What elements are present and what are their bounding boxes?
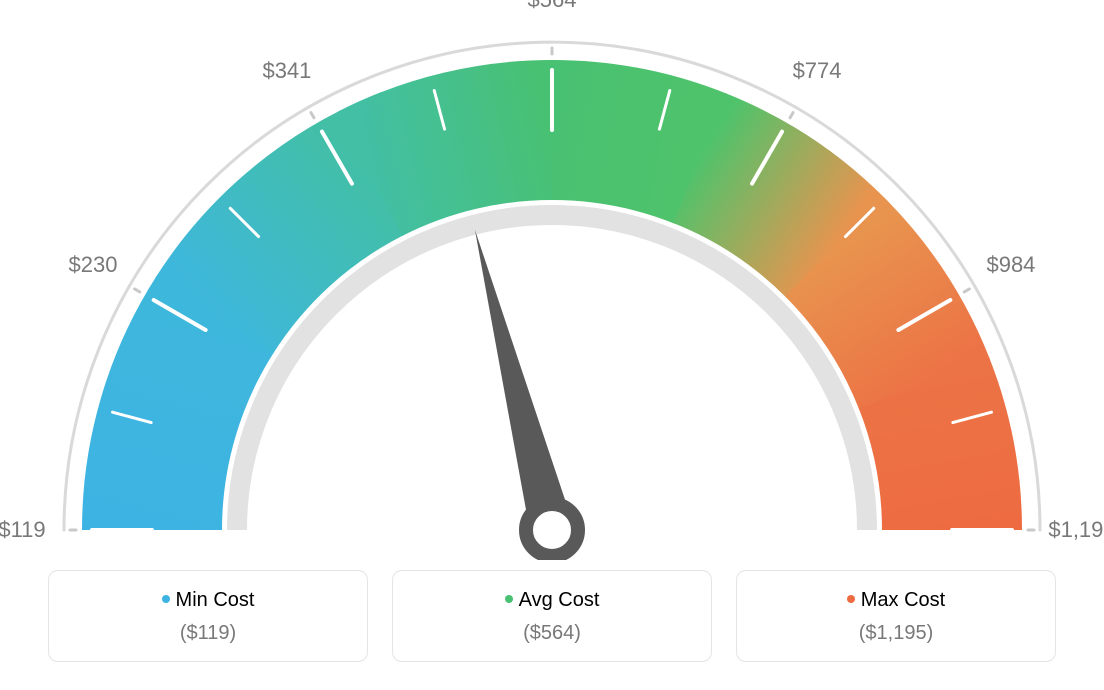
legend-title-avg: Avg Cost <box>403 589 701 612</box>
legend-title-max: Max Cost <box>747 589 1045 612</box>
legend-value-max: ($1,195) <box>747 622 1045 645</box>
legend-bullet-max <box>847 595 855 603</box>
legend-value-min: ($119) <box>59 622 357 645</box>
legend-value-avg: ($564) <box>403 622 701 645</box>
gauge-container: $119 $230 $341 $564 $774 $984 $1,195 <box>0 0 1104 560</box>
legend-bullet-avg <box>505 595 513 603</box>
legend-card-avg: Avg Cost ($564) <box>392 570 712 662</box>
gauge-tick-label: $774 <box>793 58 842 84</box>
gauge-tick-label: $984 <box>986 252 1035 278</box>
gauge-tick-label: $119 <box>0 517 46 543</box>
legend-label-avg: Avg Cost <box>519 589 600 611</box>
gauge-tick-label: $1,195 <box>1048 517 1104 543</box>
gauge-tick-label: $230 <box>69 252 118 278</box>
gauge-tick-label: $564 <box>528 0 577 13</box>
legend-label-min: Min Cost <box>176 589 255 611</box>
legend-card-min: Min Cost ($119) <box>48 570 368 662</box>
legend-label-max: Max Cost <box>861 589 945 611</box>
legend-title-min: Min Cost <box>59 589 357 612</box>
legend-bullet-min <box>162 595 170 603</box>
cost-gauge <box>0 0 1104 560</box>
legend-row: Min Cost ($119) Avg Cost ($564) Max Cost… <box>0 570 1104 662</box>
legend-card-max: Max Cost ($1,195) <box>736 570 1056 662</box>
gauge-tick-label: $341 <box>262 58 311 84</box>
